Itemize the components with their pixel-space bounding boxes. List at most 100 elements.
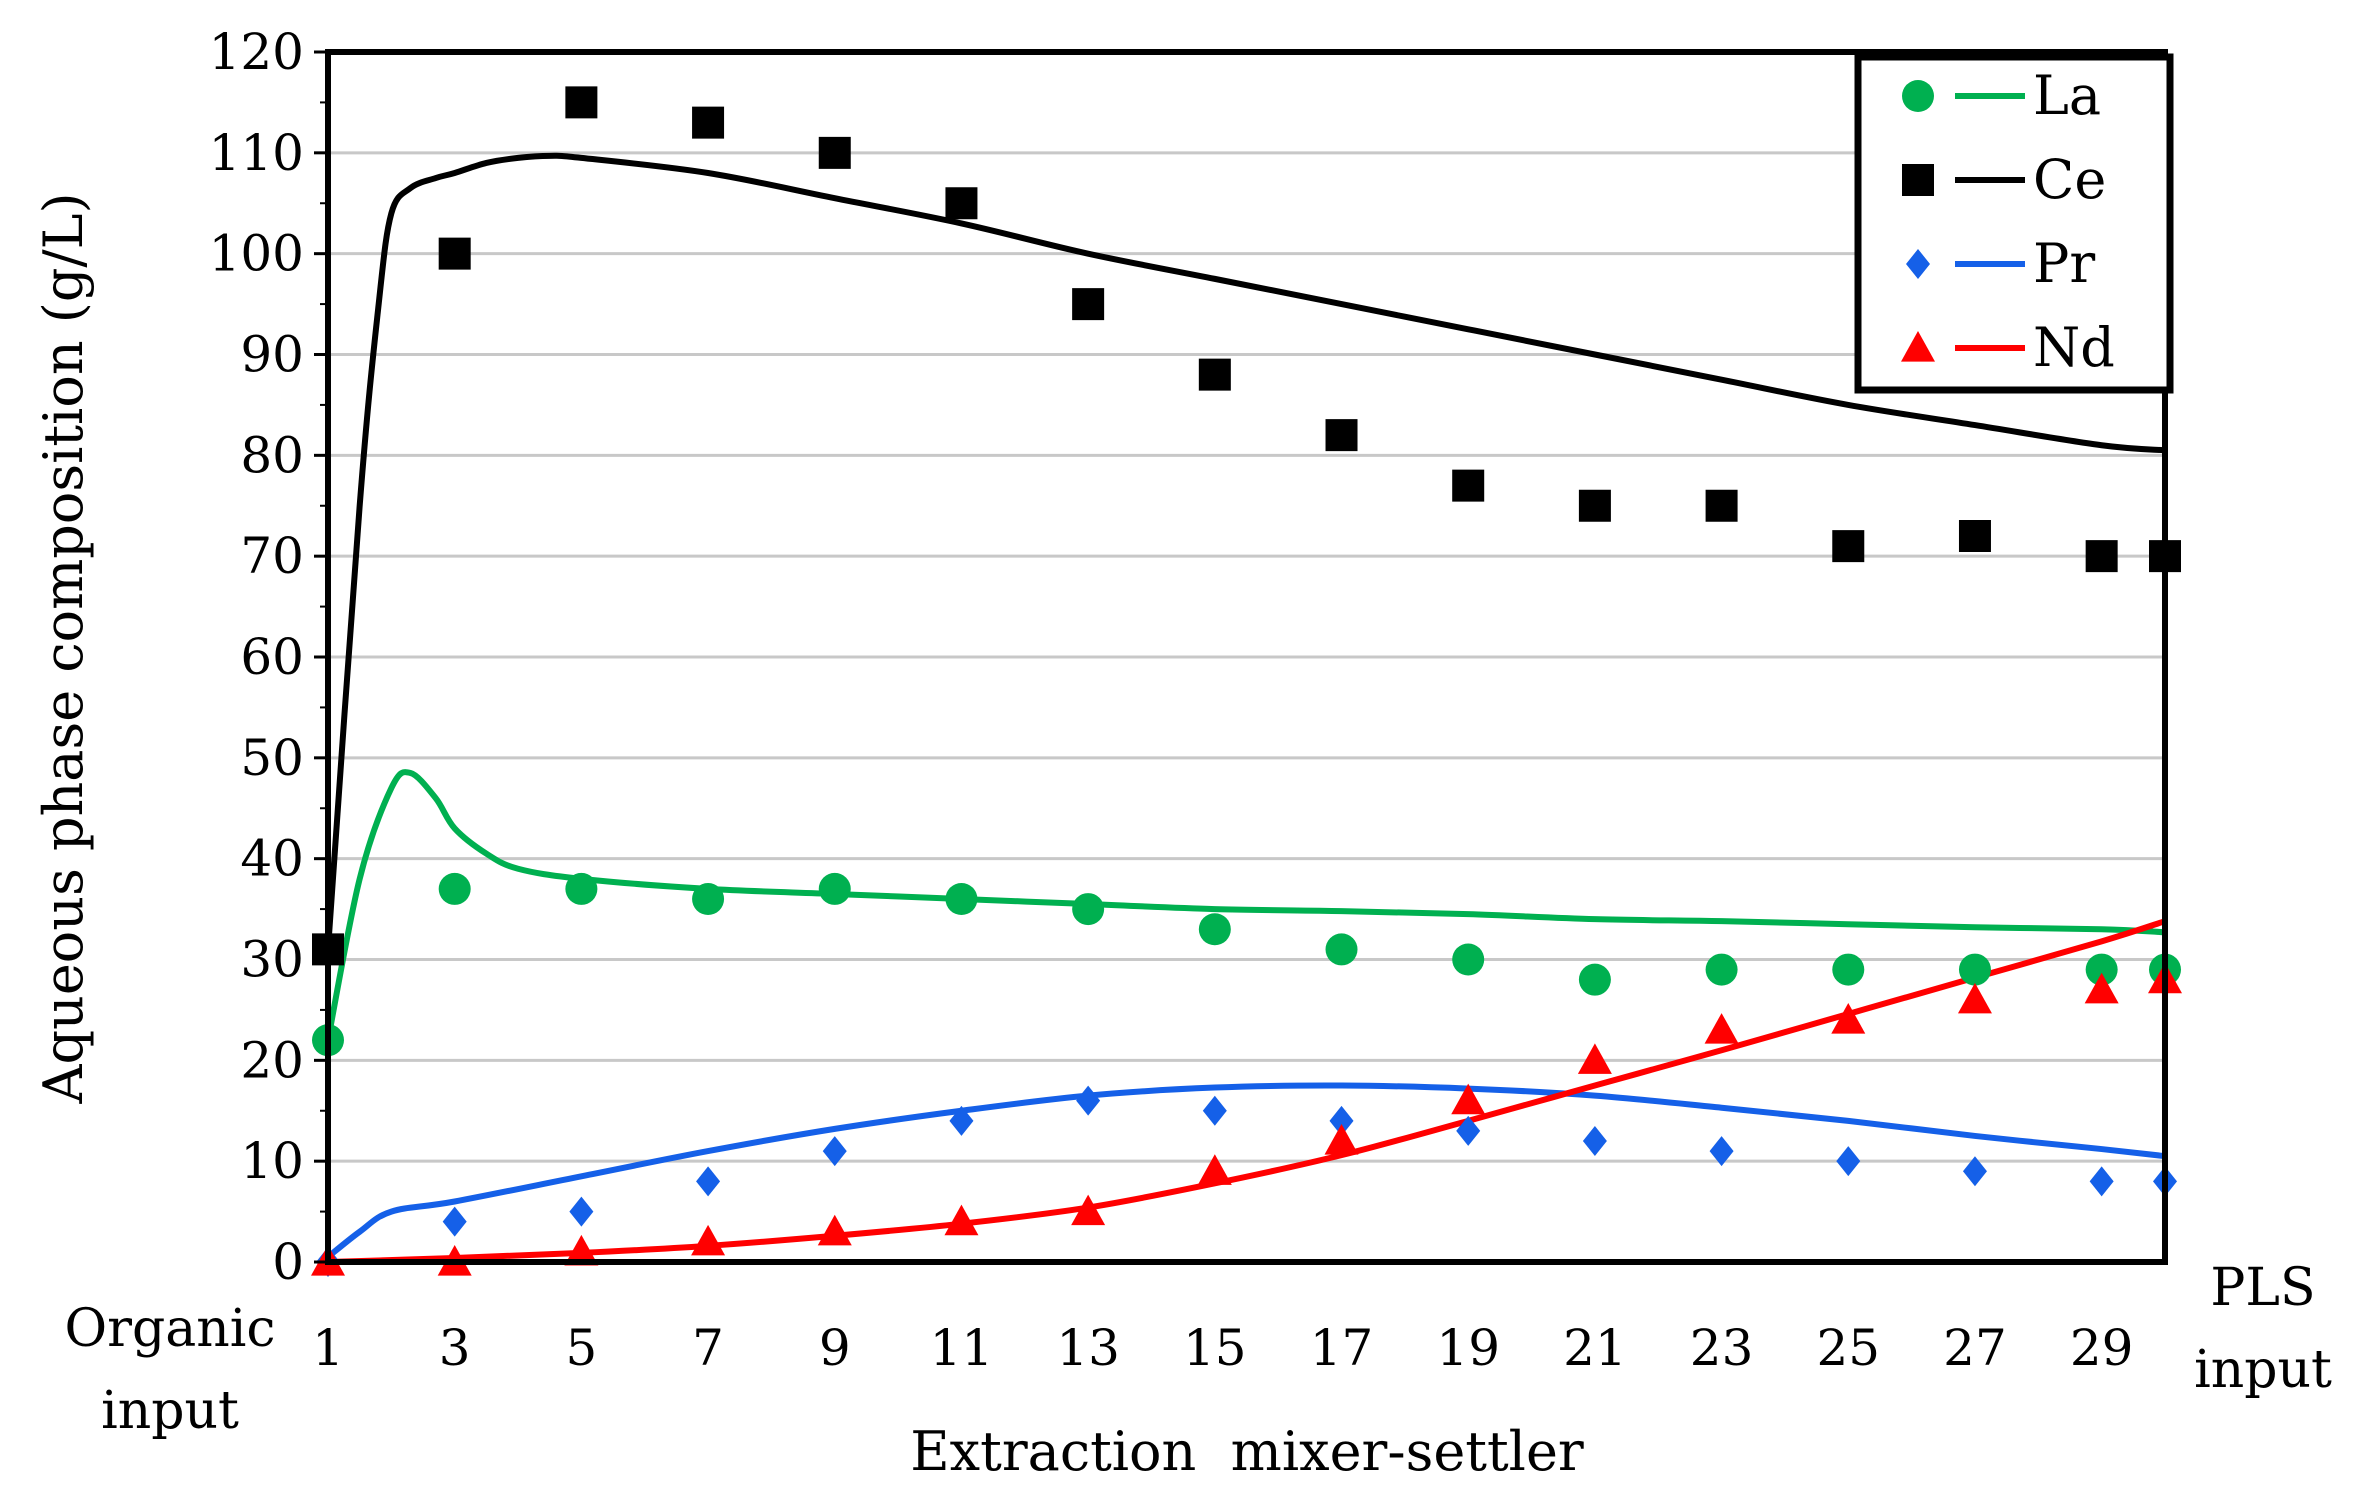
data-point-ce <box>1958 520 1991 552</box>
data-point-ce <box>565 86 598 119</box>
legend-label-la: La <box>2033 64 2101 127</box>
y-axis-title: Aqueous phase composition (g/L) <box>32 192 95 1104</box>
data-point-nd <box>1704 1013 1739 1044</box>
data-point-la <box>1832 953 1865 986</box>
data-point-ce <box>1072 288 1105 321</box>
data-point-pr <box>1076 1085 1101 1116</box>
y-tick-label: 40 <box>240 830 304 888</box>
legend-marker-nd <box>1901 331 1935 362</box>
model-line-la <box>325 769 2166 1041</box>
x-tick-label: 3 <box>439 1319 471 1377</box>
data-point-la <box>818 872 851 905</box>
y-tick-label: 110 <box>209 124 304 182</box>
data-point-la <box>438 872 471 905</box>
data-point-ce <box>818 136 851 169</box>
y-tick-label: 0 <box>272 1233 304 1291</box>
data-point-nd <box>1577 1043 1612 1074</box>
data-point-ce <box>692 106 725 139</box>
right-end-label-line1: PLS <box>2210 1258 2315 1318</box>
y-tick-labels: 0 10 20 30 40 50 60 70 80 90 100 110 120 <box>209 23 328 1291</box>
data-point-ce <box>1705 489 1738 522</box>
data-point-pr <box>2089 1166 2114 1197</box>
x-tick-label: 9 <box>819 1319 851 1377</box>
x-tick-label: 23 <box>1690 1319 1754 1377</box>
model-line-pr <box>326 1082 2166 1260</box>
model-lines <box>325 152 2166 1265</box>
y-tick-label: 50 <box>240 729 304 787</box>
right-end-label-line2: input <box>2194 1340 2332 1400</box>
x-tick-label: 15 <box>1183 1319 1247 1377</box>
data-point-nd <box>1451 1083 1486 1115</box>
model-line-nd <box>327 918 2166 1265</box>
x-tick-label: 29 <box>2070 1319 2134 1377</box>
model-line-ce <box>325 152 2166 950</box>
data-point-ce <box>1198 358 1231 391</box>
legend-marker-ce <box>1902 164 1934 196</box>
x-tick-label: 19 <box>1436 1319 1500 1377</box>
data-point-ce <box>1325 419 1358 452</box>
data-point-pr <box>1329 1105 1354 1136</box>
data-point-la <box>565 872 598 905</box>
left-end-label-line2: input <box>101 1381 239 1441</box>
left-end-label-line1: Organic <box>64 1299 275 1359</box>
x-tick-label: 1 <box>312 1319 344 1377</box>
x-tick-label: 27 <box>1943 1319 2007 1377</box>
legend-marker-la <box>1902 80 1934 112</box>
x-tick-label: 11 <box>930 1319 994 1377</box>
y-tick-label: 10 <box>240 1132 304 1190</box>
x-tick-labels: 1 3 5 7 9 11 13 15 17 19 21 23 25 27 29 <box>312 1319 2133 1377</box>
data-point-la <box>1198 913 1231 946</box>
data-point-la <box>1705 953 1738 986</box>
data-point-pr <box>442 1206 467 1237</box>
legend: La Ce Pr Nd <box>1854 53 2174 394</box>
x-tick-label: 25 <box>1816 1319 1880 1377</box>
x-tick-label: 17 <box>1310 1319 1374 1377</box>
data-point-la <box>1452 943 1485 976</box>
y-tick-label: 70 <box>240 527 304 585</box>
data-point-nd <box>1957 982 1992 1014</box>
data-point-nd <box>817 1214 852 1246</box>
data-point-nd <box>1831 1003 1866 1034</box>
data-point-pr <box>1456 1115 1481 1146</box>
data-point-la <box>1325 933 1358 966</box>
data-point-pr <box>1836 1146 1861 1177</box>
legend-label-nd: Nd <box>2033 316 2115 379</box>
x-tick-label: 13 <box>1056 1319 1120 1377</box>
data-point-pr <box>1582 1126 1607 1156</box>
data-markers <box>311 86 2182 1277</box>
data-point-la <box>692 883 725 915</box>
data-point-ce <box>945 187 978 220</box>
data-point-la <box>1578 963 1611 996</box>
legend-marker-pr <box>1906 249 1930 279</box>
data-point-pr <box>569 1196 594 1227</box>
data-point-nd <box>564 1234 599 1266</box>
data-point-nd <box>1324 1124 1359 1155</box>
data-point-nd <box>1197 1154 1232 1185</box>
data-point-nd <box>2084 972 2119 1004</box>
data-point-nd <box>691 1224 726 1256</box>
data-point-pr <box>1709 1136 1734 1167</box>
data-point-la <box>1072 893 1105 926</box>
data-point-la <box>2085 953 2118 986</box>
data-point-la <box>945 883 978 915</box>
data-point-nd <box>1071 1194 1106 1226</box>
data-point-pr <box>949 1105 974 1136</box>
x-tick-label: 7 <box>692 1319 724 1377</box>
y-tick-label: 100 <box>209 225 304 283</box>
y-tick-label: 30 <box>240 931 304 989</box>
data-point-ce <box>1452 469 1485 502</box>
data-point-pr <box>1962 1156 1987 1187</box>
y-tick-label: 90 <box>240 326 304 384</box>
data-point-ce <box>438 237 471 270</box>
data-point-pr <box>1202 1095 1227 1126</box>
x-tick-label: 21 <box>1563 1319 1627 1377</box>
data-point-la <box>1958 953 1991 986</box>
data-point-nd <box>944 1204 979 1236</box>
data-point-pr <box>822 1136 847 1167</box>
y-tick-label: 80 <box>240 426 304 484</box>
legend-label-pr: Pr <box>2033 232 2095 295</box>
legend-box <box>1854 53 2174 394</box>
y-tick-label: 120 <box>209 23 304 81</box>
legend-label-ce: Ce <box>2033 148 2106 211</box>
